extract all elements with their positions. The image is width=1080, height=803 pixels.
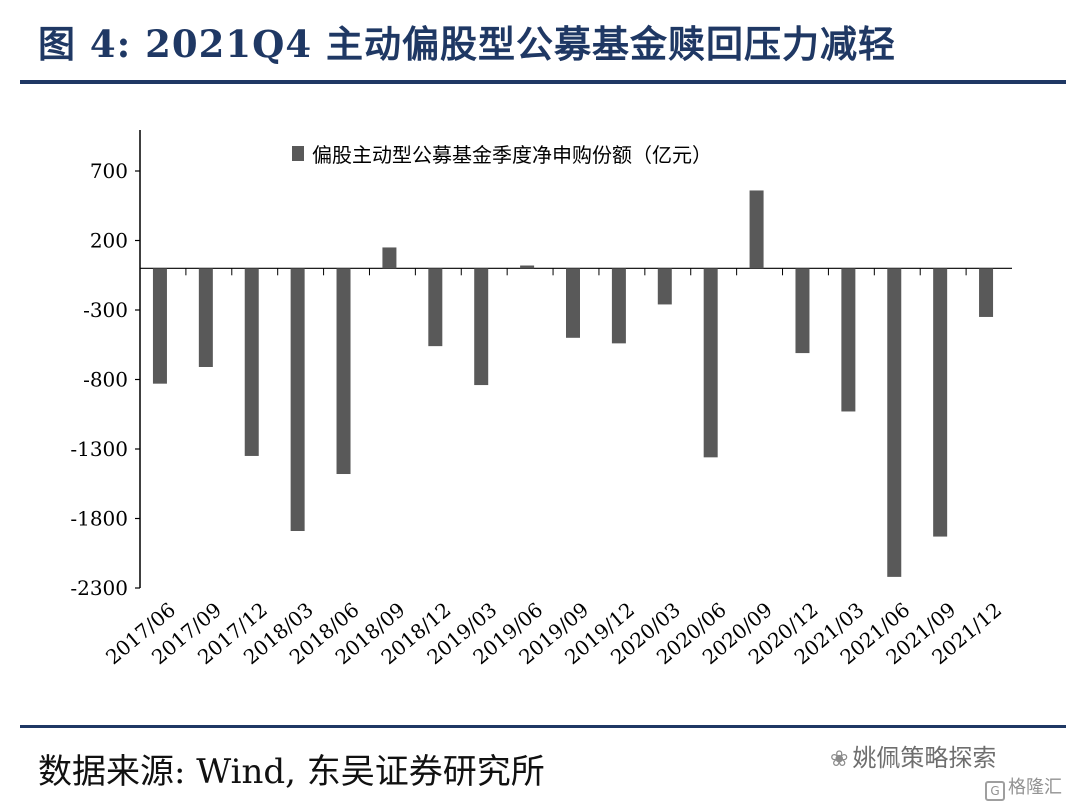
chart-legend: 偏股主动型公募基金季度净申购份额（亿元） (292, 143, 712, 167)
source-note: 数据来源: Wind, 东吴证券研究所 (38, 752, 545, 792)
legend-label: 偏股主动型公募基金季度净申购份额（亿元） (312, 143, 712, 167)
watermark-secondary: G 格隆汇 (985, 773, 1062, 801)
top-rule (20, 80, 1066, 84)
bottom-rule (20, 725, 1066, 728)
watermark-secondary-text: 格隆汇 (1008, 777, 1062, 798)
y-tick-label: -1300 (70, 437, 128, 461)
bar-2017/12 (244, 268, 259, 456)
bar-2018/03 (290, 268, 305, 532)
watermark-primary-text: 姚佩策略探索 (852, 744, 997, 772)
chart-bars (152, 190, 994, 577)
bar-2021/06 (887, 268, 902, 577)
bar-2020/03 (657, 268, 672, 305)
figure-title: 图 4: 2021Q4 主动偏股型公募基金赎回压力减轻 (38, 22, 896, 66)
bar-2018/09 (382, 247, 397, 269)
bar-2018/12 (428, 268, 443, 347)
legend-swatch (292, 146, 304, 161)
watermark-primary: ❀ 姚佩策略探索 (830, 738, 996, 773)
bar-2018/06 (336, 268, 351, 475)
bar-2021/03 (841, 268, 856, 412)
y-tick-label: 700 (90, 159, 128, 183)
bar-2020/12 (795, 268, 810, 354)
x-tick-labels: 2017/062017/092017/122018/032018/062018/… (101, 597, 1006, 669)
y-tick-label: -2300 (70, 576, 128, 600)
bar-2019/03 (474, 268, 489, 386)
bar-2019/09 (566, 268, 580, 338)
bar-2017/06 (152, 268, 167, 384)
bar-2019/06 (520, 265, 535, 269)
bar-2020/09 (749, 190, 764, 269)
y-tick-label: -300 (83, 298, 128, 322)
chart: 700 200 -300 -800 -1300 -1800 -2300 2017/06201… (70, 130, 1012, 669)
bar-2021/12 (979, 268, 994, 317)
bar-2017/09 (198, 268, 213, 367)
gelonghui-logo-icon: G (985, 781, 1005, 801)
bar-2021/09 (933, 268, 948, 537)
bar-2020/06 (703, 268, 718, 458)
y-tick-label: -1800 (70, 507, 128, 531)
y-tick-label: -800 (83, 368, 128, 392)
wechat-icon: ❀ (830, 747, 849, 772)
chart-axes (135, 130, 1012, 589)
y-tick-labels: 700 200 -300 -800 -1300 -1800 -2300 (70, 159, 128, 600)
bar-2019/12 (611, 268, 626, 344)
y-tick-label: 200 (90, 229, 128, 253)
